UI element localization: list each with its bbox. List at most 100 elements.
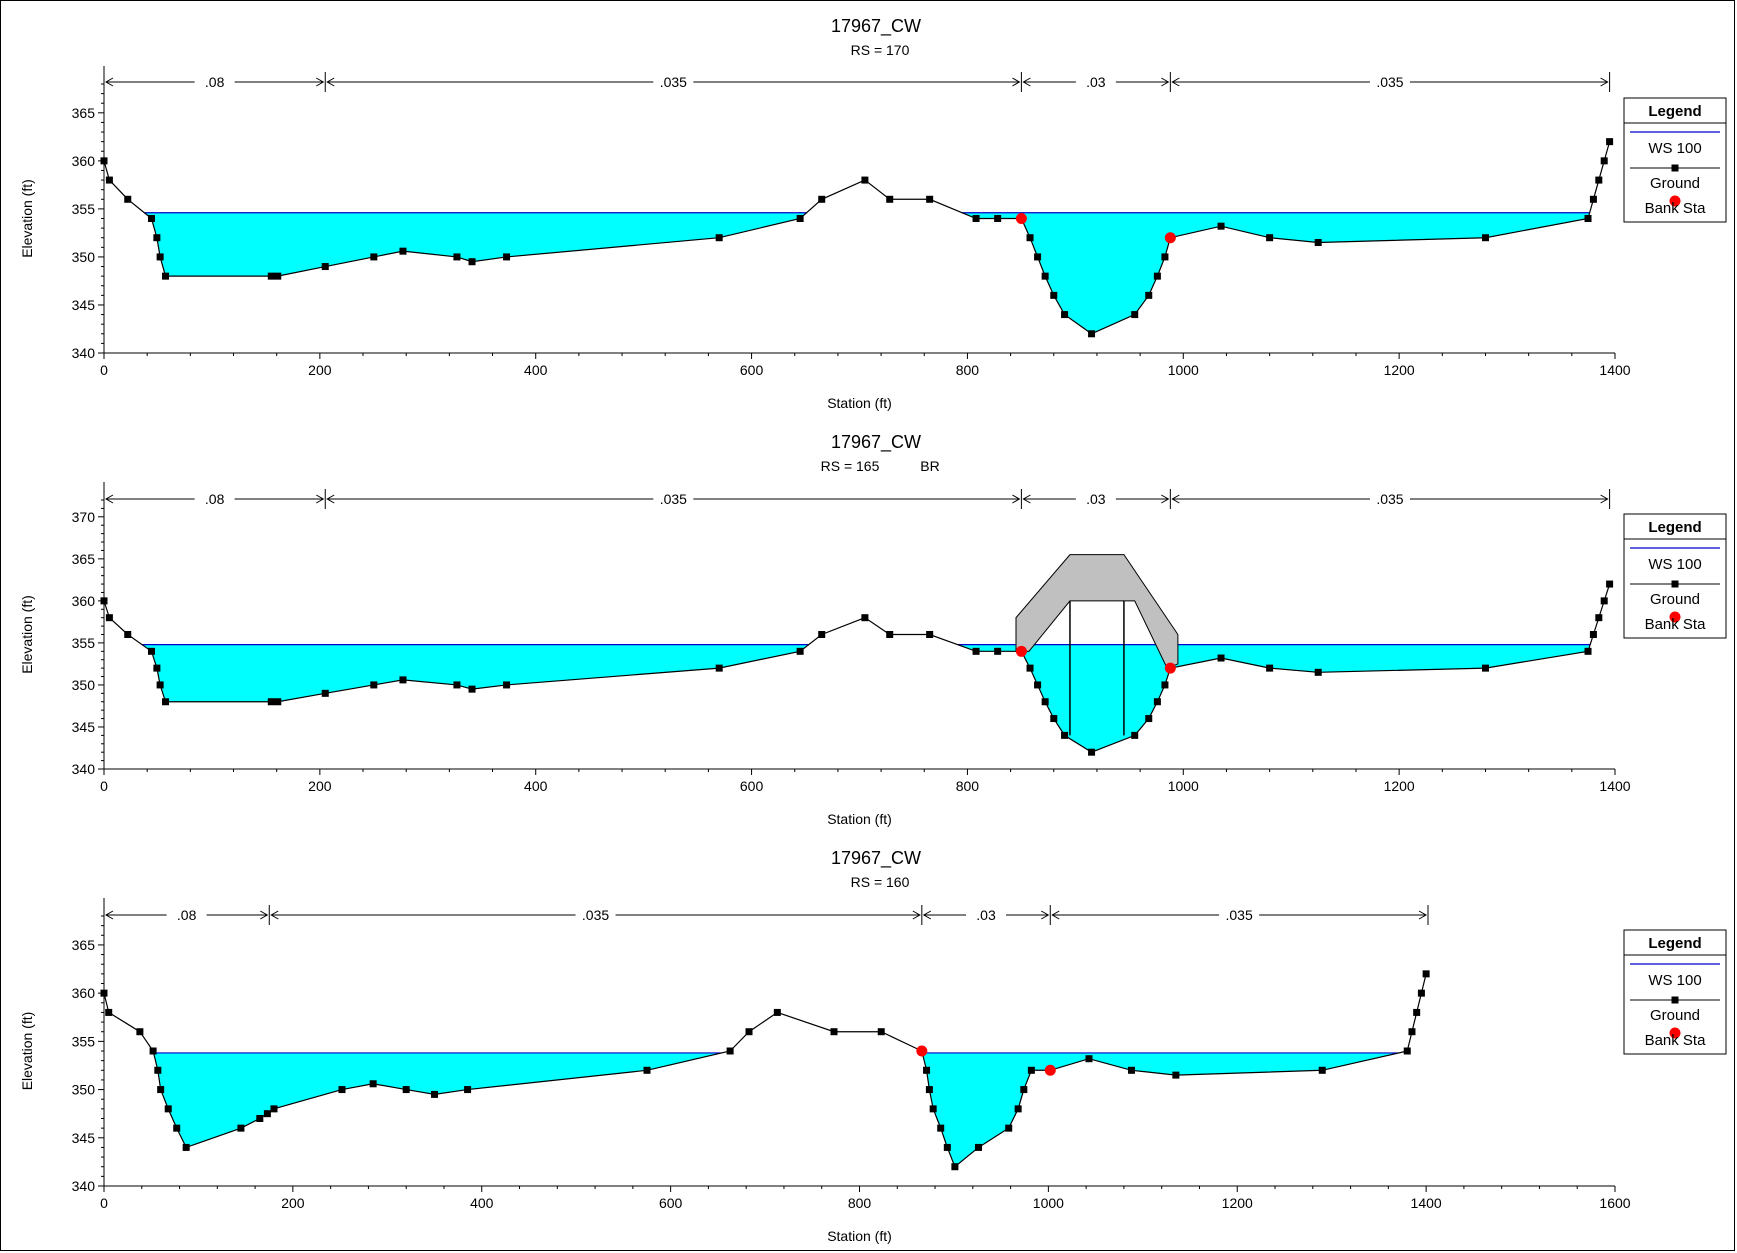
x-tick-label: 600 bbox=[740, 778, 764, 794]
legend-item-bank: Bank Sta bbox=[1645, 200, 1707, 217]
n-arrow-right bbox=[912, 910, 921, 920]
ground-point bbox=[237, 1124, 245, 1132]
n-arrow-left bbox=[104, 77, 114, 87]
x-axis-label: Station (ft) bbox=[827, 395, 892, 411]
x-axis-label: Station (ft) bbox=[827, 1228, 892, 1244]
n-arrow-left bbox=[1022, 77, 1031, 87]
n-arrow-left bbox=[104, 910, 114, 920]
ground-point bbox=[149, 1047, 157, 1055]
bank-station-point bbox=[1164, 232, 1176, 244]
y-tick-label: 365 bbox=[72, 551, 96, 567]
ground-point bbox=[156, 681, 164, 689]
n-arrow-right bbox=[316, 494, 325, 504]
x-tick-label: 1400 bbox=[1411, 1195, 1442, 1211]
legend-item-ws: WS 100 bbox=[1648, 972, 1701, 989]
chart-title: 17967_CW bbox=[831, 432, 921, 453]
ground-point bbox=[1131, 311, 1139, 319]
y-tick-label: 340 bbox=[72, 1178, 96, 1194]
ground-point bbox=[1589, 195, 1597, 203]
chart-subtitle: RS = 160 bbox=[851, 874, 910, 890]
ground-point bbox=[1413, 1008, 1421, 1016]
x-tick-label: 1600 bbox=[1599, 1195, 1630, 1211]
ground-point bbox=[1589, 631, 1597, 638]
legend-bank-marker bbox=[1669, 195, 1681, 207]
ground-point bbox=[1020, 1086, 1028, 1094]
ground-point bbox=[818, 631, 826, 638]
n-arrow-right bbox=[1161, 77, 1170, 87]
ground-point bbox=[105, 176, 113, 184]
ground-point bbox=[124, 631, 132, 638]
ground-point bbox=[1085, 1055, 1093, 1063]
legend-title: Legend bbox=[1648, 103, 1701, 120]
ground-point bbox=[1408, 1028, 1416, 1036]
n-arrow-right bbox=[1600, 77, 1609, 87]
ground-point bbox=[156, 253, 164, 261]
ground-point bbox=[1422, 970, 1430, 978]
ground-point bbox=[369, 1080, 377, 1088]
ground-point bbox=[1217, 654, 1225, 662]
ground-point bbox=[105, 1008, 113, 1016]
ground-point bbox=[1403, 1047, 1411, 1055]
n-value-label: .035 bbox=[1376, 491, 1403, 507]
water-area bbox=[962, 212, 1590, 334]
legend-item-ground: Ground bbox=[1650, 591, 1700, 608]
ground-point bbox=[1161, 681, 1169, 689]
n-arrow-right bbox=[1012, 77, 1021, 87]
ground-point bbox=[1026, 664, 1034, 672]
ground-point bbox=[886, 195, 894, 203]
ground-point bbox=[503, 253, 511, 261]
n-value-label: .08 bbox=[205, 491, 225, 507]
x-tick-label: 1000 bbox=[1168, 362, 1199, 378]
bank-station-point bbox=[1015, 213, 1027, 224]
ground-point bbox=[951, 1163, 959, 1171]
n-value-label: .03 bbox=[1086, 74, 1106, 90]
y-tick-label: 365 bbox=[72, 937, 96, 953]
ground-point bbox=[715, 234, 723, 242]
n-arrow-right bbox=[316, 77, 325, 87]
legend-title: Legend bbox=[1648, 519, 1701, 536]
x-tick-label: 1400 bbox=[1599, 778, 1630, 794]
n-value-label: .03 bbox=[976, 907, 996, 923]
ground-point bbox=[1584, 215, 1592, 222]
n-arrow-left bbox=[922, 910, 932, 920]
ground-point bbox=[1041, 272, 1049, 280]
y-axis-label: Elevation (ft) bbox=[19, 1012, 35, 1091]
ground-point bbox=[453, 681, 461, 689]
ground-point bbox=[773, 1008, 781, 1016]
ground-point bbox=[267, 698, 275, 706]
chart-panel-3: 17967_CW RS = 160 340 345 350 355 360 365 0 200 40… bbox=[19, 848, 1727, 1244]
ground-point bbox=[136, 1028, 144, 1036]
x-tick-label: 400 bbox=[524, 362, 548, 378]
n-value-label: .08 bbox=[177, 907, 197, 923]
n-arrow-right bbox=[1041, 910, 1050, 920]
n-arrow-left bbox=[326, 494, 335, 504]
x-tick-label: 800 bbox=[956, 778, 980, 794]
ground-point bbox=[1061, 731, 1069, 739]
n-value-label: .08 bbox=[205, 74, 225, 90]
ground-point bbox=[926, 631, 934, 638]
bank-station-point bbox=[1164, 662, 1176, 674]
x-tick-label: 600 bbox=[659, 1195, 683, 1211]
ground-point bbox=[861, 614, 869, 622]
legend-ground-marker bbox=[1671, 996, 1679, 1004]
chart-subtitle: RS = 170 bbox=[851, 42, 910, 58]
y-tick-label: 345 bbox=[72, 719, 96, 735]
ground-point bbox=[153, 234, 161, 242]
ground-point bbox=[923, 1066, 931, 1074]
ground-point bbox=[1314, 668, 1322, 676]
ground-point bbox=[370, 253, 378, 261]
ground-point bbox=[173, 1124, 181, 1132]
chart-subtitle-bridge: BR bbox=[920, 458, 939, 474]
ground-point bbox=[267, 272, 275, 280]
water-area bbox=[144, 212, 807, 277]
chart-panel-2: 17967_CW RS = 165 BR 340 345 350 355 360 365 370 0… bbox=[19, 432, 1727, 827]
water-area bbox=[922, 1052, 1399, 1167]
ground-point bbox=[164, 1105, 172, 1113]
legend: Legend WS 100 Ground Bank Sta bbox=[1623, 929, 1727, 1055]
y-tick-label: 340 bbox=[72, 761, 96, 777]
ground-point bbox=[1172, 1071, 1180, 1079]
legend-ground-marker bbox=[1671, 580, 1679, 588]
chart-subtitle: RS = 165 bbox=[821, 458, 880, 474]
legend-item-ws: WS 100 bbox=[1648, 556, 1701, 573]
